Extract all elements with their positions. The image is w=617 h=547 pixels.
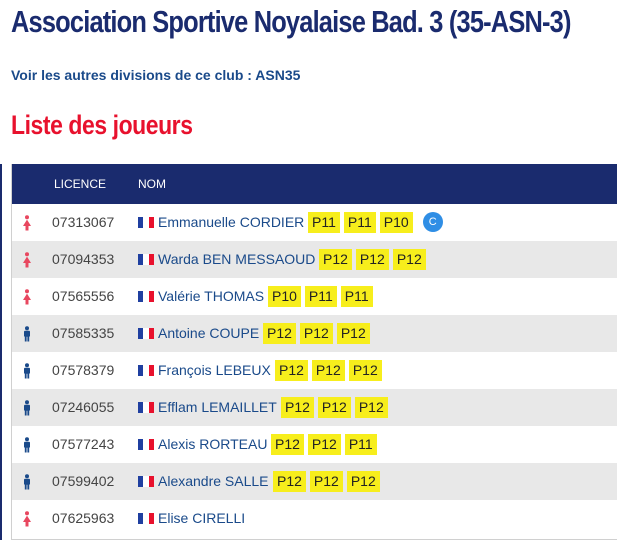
france-flag-icon [138, 254, 154, 265]
ranking-badge: P10 [268, 286, 301, 307]
player-name-link[interactable]: Emmanuelle CORDIER [158, 214, 305, 230]
header-nom[interactable]: NOM [138, 177, 166, 191]
licence-number: 07565556 [52, 288, 115, 304]
france-flag-icon [138, 291, 154, 302]
ranking-badges: P12 P12 P12 [273, 471, 380, 492]
player-name-link[interactable]: François LEBEUX [158, 362, 271, 378]
player-name-link[interactable]: Antoine COUPE [158, 325, 260, 341]
ranking-badges: P12 P12 P12 [263, 323, 370, 344]
table-row[interactable]: 07313067 Emmanuelle CORDIER P11 P11 P10 C [12, 204, 617, 241]
ranking-badge: P12 [299, 323, 333, 344]
france-flag-icon [138, 513, 154, 524]
female-icon [23, 511, 31, 527]
table-row[interactable]: 07578379 François LEBEUX P12 P12 P12 [12, 352, 617, 389]
ranking-badge: P12 [346, 471, 380, 492]
female-icon [23, 252, 31, 268]
table-row[interactable]: 07625963 Elise CIRELLI [12, 500, 617, 537]
ranking-badges: P12 P12 P12 [281, 397, 388, 418]
table-row[interactable]: 07246055 Efflam LEMAILLET P12 P12 P12 [12, 389, 617, 426]
player-name-link[interactable]: Valérie THOMAS [158, 288, 265, 304]
table-row[interactable]: 07094353 Warda BEN MESSAOUD P12 P12 P12 [12, 241, 617, 278]
licence-number: 07577243 [52, 436, 115, 452]
left-accent-bar [0, 164, 2, 540]
ranking-badge: P12 [273, 471, 306, 492]
table-row[interactable]: 07599402 Alexandre SALLE P12 P12 P12 [12, 463, 617, 500]
table-row[interactable]: 07577243 Alexis RORTEAU P12 P12 P11 [12, 426, 617, 463]
ranking-badge: P12 [275, 360, 308, 381]
ranking-badge: P12 [392, 249, 426, 270]
ranking-badges: P11 P11 P10 C [308, 212, 443, 233]
player-name-link[interactable]: Efflam LEMAILLET [158, 399, 277, 415]
ranking-badge: P12 [317, 397, 351, 418]
table-header: LICENCE NOM [12, 164, 617, 204]
ranking-badges: P12 P12 P11 [271, 434, 377, 455]
ranking-badges: P10 P11 P11 [268, 286, 373, 307]
licence-number: 07578379 [52, 362, 115, 378]
licence-number: 07599402 [52, 473, 115, 489]
male-icon [24, 326, 30, 342]
ranking-badge: P11 [308, 212, 340, 233]
ranking-badge: P11 [304, 286, 337, 307]
player-name-link[interactable]: Alexis RORTEAU [158, 436, 268, 452]
ranking-badge: P12 [307, 434, 341, 455]
ranking-badge: P11 [344, 434, 377, 455]
ranking-badge: P12 [311, 360, 345, 381]
france-flag-icon [138, 328, 154, 339]
licence-number: 07094353 [52, 251, 115, 267]
ranking-badge: P12 [263, 323, 296, 344]
ranking-badge: P12 [336, 323, 370, 344]
licence-number: 07585335 [52, 325, 115, 341]
france-flag-icon [138, 402, 154, 413]
ranking-badge: P12 [348, 360, 382, 381]
captain-badge: C [422, 212, 443, 232]
ranking-badge: P12 [271, 434, 304, 455]
france-flag-icon [138, 476, 154, 487]
ranking-badge: P12 [354, 397, 388, 418]
table-row[interactable]: 07565556 Valérie THOMAS P10 P11 P11 [12, 278, 617, 315]
ranking-badge: P12 [281, 397, 314, 418]
france-flag-icon [138, 439, 154, 450]
france-flag-icon [138, 365, 154, 376]
male-icon [24, 474, 30, 490]
section-title: Liste des joueurs [11, 110, 193, 140]
player-name-link[interactable]: Alexandre SALLE [158, 473, 269, 489]
player-name-link[interactable]: Elise CIRELLI [158, 510, 246, 526]
male-icon [24, 437, 30, 453]
licence-number: 07246055 [52, 399, 115, 415]
player-name-link[interactable]: Warda BEN MESSAOUD [158, 251, 316, 267]
male-icon [24, 400, 30, 416]
club-divisions-link[interactable]: Voir les autres divisions de ce club : A… [11, 67, 301, 83]
page-title: Association Sportive Noyalaise Bad. 3 (3… [11, 4, 571, 39]
table-row[interactable]: 07585335 Antoine COUPE P12 P12 P12 [12, 315, 617, 352]
male-icon [24, 363, 30, 379]
ranking-badges: P12 P12 P12 [275, 360, 382, 381]
ranking-badges: P12 P12 P12 [319, 249, 426, 270]
licence-number: 07313067 [52, 214, 115, 230]
ranking-badge: P11 [340, 286, 373, 307]
licence-number: 07625963 [52, 510, 115, 526]
ranking-badge: P12 [309, 471, 343, 492]
female-icon [23, 289, 31, 305]
france-flag-icon [138, 217, 154, 228]
ranking-badge: P12 [319, 249, 352, 270]
female-icon [23, 215, 31, 231]
ranking-badge: P10 [379, 212, 413, 233]
ranking-badge: P11 [343, 212, 376, 233]
header-licence[interactable]: LICENCE [54, 177, 107, 191]
players-table: LICENCE NOM 07313067 Emmanuelle CORDIER P1… [11, 164, 617, 540]
ranking-badge: P12 [355, 249, 389, 270]
table-body: 07313067 Emmanuelle CORDIER P11 P11 P10 C 0709… [12, 204, 617, 537]
